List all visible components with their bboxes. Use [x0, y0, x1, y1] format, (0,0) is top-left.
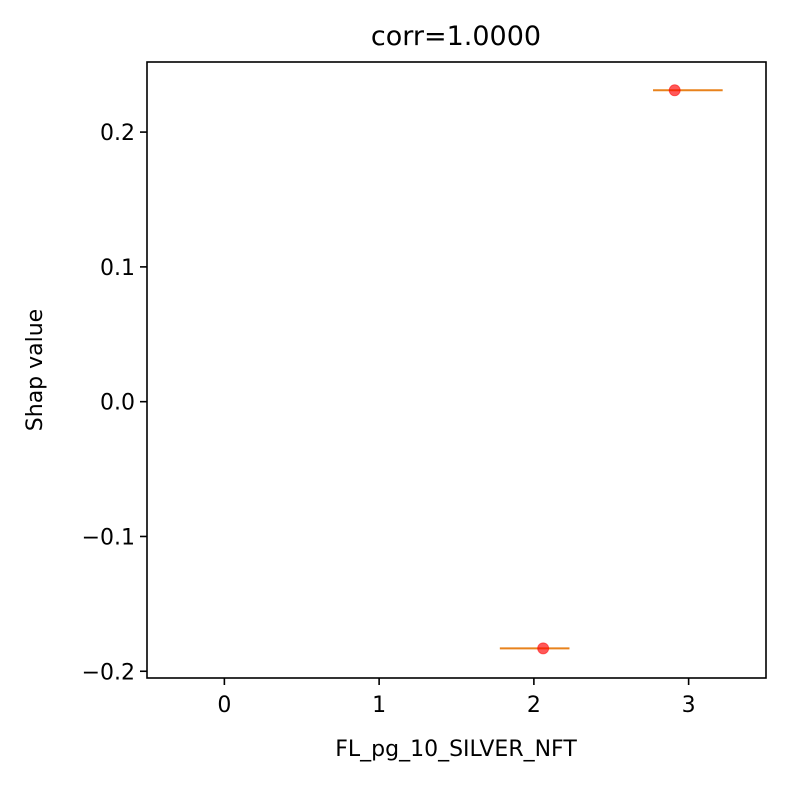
y-tick-label: −0.1 — [82, 525, 135, 550]
data-points — [537, 84, 681, 655]
x-tick-label: 2 — [527, 693, 541, 718]
mean-lines — [499, 89, 723, 650]
x-axis-label: FL_pg_10_SILVER_NFT — [335, 737, 577, 762]
plot-area — [146, 61, 767, 679]
data-point — [537, 642, 550, 655]
x-axis-ticks: 0 1 2 3 — [217, 678, 696, 718]
chart-title: corr=1.0000 — [371, 21, 541, 52]
y-tick-label: −0.2 — [82, 660, 135, 685]
y-tick-label: 0.1 — [100, 256, 135, 281]
x-tick-label: 1 — [372, 693, 386, 718]
y-axis-ticks: −0.2 −0.1 0.0 0.1 0.2 — [82, 121, 147, 685]
x-tick-label: 0 — [217, 693, 231, 718]
y-axis-label: Shap value — [23, 309, 48, 431]
x-tick-label: 3 — [682, 693, 696, 718]
y-tick-label: 0.0 — [100, 391, 135, 416]
y-tick-label: 0.2 — [100, 121, 135, 146]
data-point — [668, 84, 681, 97]
